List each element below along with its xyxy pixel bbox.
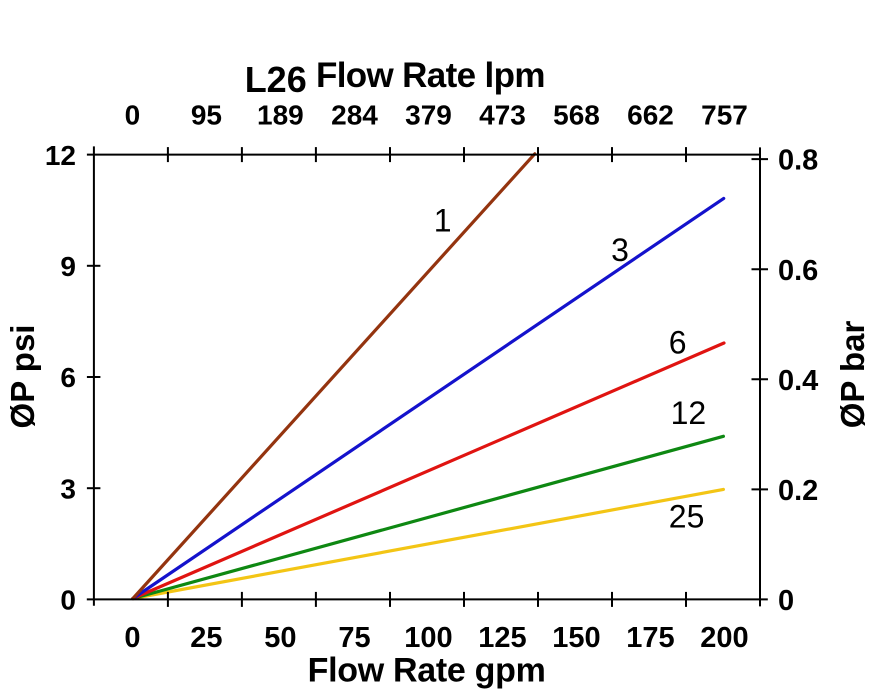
svg-text:3: 3 — [611, 232, 629, 268]
svg-text:1: 1 — [434, 203, 452, 239]
svg-text:6: 6 — [60, 362, 76, 393]
svg-text:568: 568 — [553, 100, 600, 131]
svg-text:75: 75 — [338, 622, 370, 654]
svg-text:757: 757 — [701, 100, 748, 131]
svg-text:473: 473 — [479, 100, 526, 131]
svg-text:ØP psi: ØP psi — [4, 325, 41, 429]
svg-text:175: 175 — [626, 622, 674, 654]
svg-text:95: 95 — [191, 100, 222, 131]
svg-text:0.8: 0.8 — [778, 145, 818, 177]
svg-text:0: 0 — [60, 585, 76, 616]
svg-text:0.6: 0.6 — [778, 255, 818, 287]
svg-text:3: 3 — [60, 473, 76, 504]
svg-text:200: 200 — [700, 622, 748, 654]
svg-text:0: 0 — [124, 622, 140, 654]
svg-text:125: 125 — [478, 622, 526, 654]
svg-text:379: 379 — [405, 100, 452, 131]
svg-text:100: 100 — [404, 622, 452, 654]
svg-text:6: 6 — [669, 325, 687, 361]
svg-text:0: 0 — [125, 100, 141, 131]
svg-text:Flow Rate lpm: Flow Rate lpm — [316, 56, 545, 95]
svg-text:284: 284 — [331, 100, 378, 131]
svg-text:Flow Rate gpm: Flow Rate gpm — [308, 652, 546, 690]
svg-text:12: 12 — [45, 140, 76, 171]
svg-text:189: 189 — [257, 100, 304, 131]
svg-text:25: 25 — [190, 622, 222, 654]
svg-text:0.4: 0.4 — [778, 365, 818, 397]
svg-text:662: 662 — [627, 100, 674, 131]
svg-text:0: 0 — [778, 585, 794, 617]
svg-text:150: 150 — [552, 622, 600, 654]
svg-text:12: 12 — [671, 395, 707, 431]
svg-text:L26: L26 — [245, 59, 307, 100]
svg-text:ØP bar: ØP bar — [834, 321, 871, 429]
svg-text:50: 50 — [264, 622, 296, 654]
svg-text:9: 9 — [60, 251, 76, 282]
svg-text:0.2: 0.2 — [778, 475, 818, 507]
svg-text:25: 25 — [669, 499, 705, 535]
